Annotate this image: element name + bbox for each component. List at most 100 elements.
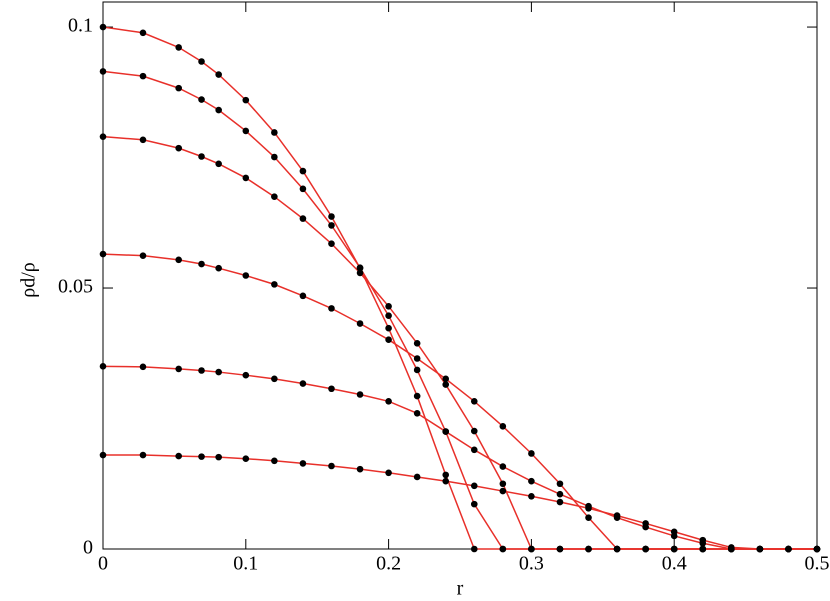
data-point <box>175 44 182 51</box>
data-point <box>242 174 250 182</box>
data-point <box>99 250 107 258</box>
data-point <box>613 545 621 553</box>
fit-line <box>102 365 817 550</box>
fit-line <box>102 70 817 550</box>
data-point <box>499 545 507 553</box>
data-point <box>442 381 450 388</box>
data-point <box>215 106 222 114</box>
data-point <box>499 463 507 470</box>
x-tick-label: 0.5 <box>805 553 830 575</box>
data-point <box>528 492 535 500</box>
data-point <box>299 380 307 387</box>
data-point <box>756 545 764 553</box>
fit-line <box>102 135 817 550</box>
data-point <box>385 336 392 343</box>
data-point <box>198 367 205 374</box>
data-point <box>139 29 147 37</box>
data-point <box>242 455 250 463</box>
data-point <box>242 96 250 104</box>
data-point <box>242 127 250 135</box>
data-point <box>328 305 335 312</box>
data-point <box>139 451 147 459</box>
data-point <box>413 473 421 481</box>
data-point <box>528 545 535 553</box>
data-point <box>328 385 335 393</box>
data-point <box>175 144 182 152</box>
data-point <box>556 545 564 553</box>
data-point <box>271 129 278 136</box>
data-point <box>470 397 478 405</box>
data-point <box>470 427 478 435</box>
data-point <box>99 23 107 31</box>
data-point <box>215 453 222 461</box>
data-point <box>356 264 364 271</box>
data-point <box>328 222 335 229</box>
data-point <box>442 375 450 383</box>
data-point <box>198 260 205 268</box>
data-point <box>299 185 307 193</box>
x-tick-label: 0.3 <box>519 553 544 575</box>
data-point <box>215 368 222 376</box>
fit-line <box>102 253 817 550</box>
data-point <box>215 264 222 272</box>
data-point <box>613 512 621 519</box>
data-point <box>413 340 421 347</box>
data-point <box>99 68 107 75</box>
y-tick-label: 0.1 <box>68 15 93 37</box>
data-point <box>175 452 182 460</box>
data-point <box>442 471 450 479</box>
data-point <box>99 451 107 459</box>
data-point <box>299 215 307 222</box>
data-point <box>271 153 278 161</box>
data-point <box>470 446 478 454</box>
data-point <box>785 545 792 553</box>
data-point <box>528 477 535 485</box>
y-tick-label: 0 <box>83 537 93 559</box>
data-point <box>139 136 147 144</box>
data-point <box>499 480 507 488</box>
data-point <box>328 462 335 470</box>
data-point <box>585 514 592 521</box>
data-point <box>328 213 335 220</box>
data-point <box>413 355 421 362</box>
x-tick-label: 0 <box>98 553 108 575</box>
data-point <box>728 544 735 551</box>
data-point <box>242 371 250 379</box>
data-point <box>442 428 450 435</box>
data-point <box>670 528 678 536</box>
y-tick-label: 0.05 <box>58 276 93 298</box>
data-point <box>499 423 507 430</box>
data-point <box>556 498 564 506</box>
data-point <box>470 500 478 508</box>
data-point <box>242 272 250 279</box>
data-point <box>299 292 307 300</box>
data-point <box>699 536 707 544</box>
data-point <box>99 133 107 140</box>
data-point <box>670 545 678 553</box>
data-point <box>585 545 592 553</box>
data-point <box>271 193 278 200</box>
data-point <box>139 72 147 80</box>
data-point <box>99 363 107 370</box>
data-point <box>175 365 182 373</box>
data-point <box>528 450 535 457</box>
data-point <box>699 545 707 553</box>
data-point <box>385 302 392 310</box>
data-point <box>470 482 478 490</box>
data-point <box>215 160 222 168</box>
data-point <box>299 167 307 175</box>
data-point <box>642 545 649 553</box>
data-point <box>356 269 364 277</box>
data-point <box>139 363 147 371</box>
data-point <box>813 545 821 553</box>
x-axis-label: r <box>457 578 464 600</box>
y-axis-label: ρd/ρ <box>18 262 40 298</box>
data-point <box>556 490 564 498</box>
data-point <box>356 320 364 327</box>
data-point <box>271 375 278 383</box>
data-point <box>642 520 649 527</box>
data-point <box>585 504 592 512</box>
data-point <box>413 409 421 417</box>
